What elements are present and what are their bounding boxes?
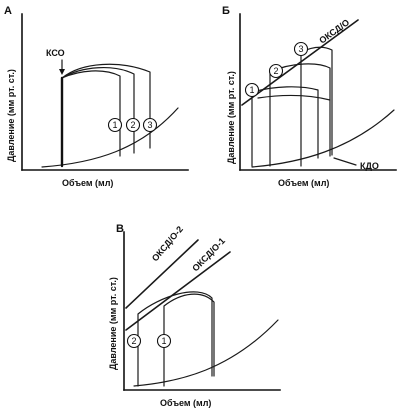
panel-b-kdo-label: КДО — [360, 161, 379, 171]
panel-a-marker-3: 3 — [142, 117, 158, 133]
panel-c-marker-1: 1 — [156, 333, 172, 349]
panel-c-espvr-line-1 — [125, 251, 231, 331]
panel-b-marker-3: 3 — [293, 41, 309, 57]
panel-c-espvr-line-2 — [125, 239, 199, 309]
panel-c: В Давление (мм рт. ст.) Объем (мл) ОКСД/… — [108, 223, 281, 408]
svg-text:2: 2 — [131, 336, 136, 346]
panel-a-loop-2 — [61, 67, 135, 154]
panel-a-marker-2: 2 — [125, 117, 141, 133]
panel-a-marker-1: 1 — [107, 117, 123, 133]
panel-b-loop-2 — [269, 63, 331, 167]
panel-b-marker-1: 1 — [244, 82, 260, 98]
panel-a-loop-3 — [61, 63, 151, 167]
svg-text:3: 3 — [147, 120, 152, 130]
panel-a-kso-label: КСО — [46, 48, 65, 58]
panel-c-x-label: Объем (мл) — [160, 398, 211, 408]
panel-a-letter: А — [4, 5, 12, 17]
panel-b-letter: Б — [222, 5, 230, 17]
panel-c-edpvr-curve — [133, 319, 279, 387]
svg-text:1: 1 — [112, 120, 117, 130]
svg-text:2: 2 — [273, 66, 278, 76]
panel-b-edpvr-curve — [251, 109, 395, 168]
svg-text:1: 1 — [249, 85, 254, 95]
panel-c-letter: В — [116, 223, 124, 235]
panel-a-y-label: Давление (мм рт. ст.) — [6, 69, 16, 162]
panel-b-loop-inner — [257, 94, 331, 101]
panel-c-y-label: Давление (мм рт. ст.) — [108, 277, 118, 370]
panel-c-marker-2: 2 — [126, 333, 142, 349]
svg-text:1: 1 — [161, 336, 166, 346]
panel-b-x-label: Объем (мл) — [278, 178, 329, 188]
panel-c-loop-1 — [163, 293, 215, 387]
panel-b-kdo-arrow — [333, 157, 357, 166]
panel-b: Б Давление (мм рт. ст.) Объем (мл) ОКСД/… — [222, 5, 397, 188]
panel-a-loop-1 — [61, 70, 121, 157]
panel-a-kso-arrowhead — [59, 69, 65, 75]
panel-b-espvr-line — [241, 19, 359, 106]
panel-c-loop-2 — [137, 291, 213, 387]
panel-b-marker-2: 2 — [268, 63, 284, 79]
svg-text:3: 3 — [298, 44, 303, 54]
svg-text:2: 2 — [130, 120, 135, 130]
panel-a-edpvr-curve — [41, 107, 179, 168]
panel-b-loop-1 — [251, 86, 319, 167]
panel-a-x-label: Объем (мл) — [62, 178, 113, 188]
panel-b-espvr-label: ОКСД/О — [317, 17, 351, 45]
panel-b-loop-3 — [300, 46, 333, 167]
panel-a: А Давление (мм рт. ст.) Объем (мл) КСО 1… — [4, 5, 189, 188]
panel-b-y-label: Давление (мм рт. ст.) — [226, 71, 236, 164]
